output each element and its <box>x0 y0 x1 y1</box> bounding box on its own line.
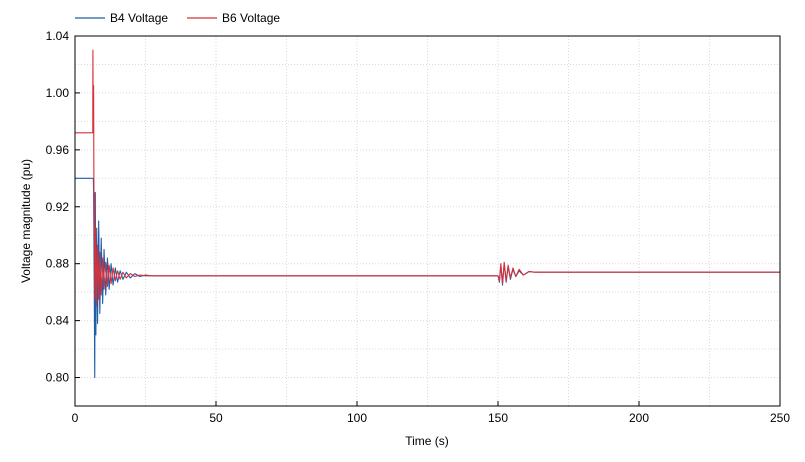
x-tick-label: 0 <box>72 411 79 425</box>
x-tick-label: 150 <box>488 411 508 425</box>
x-tick-label: 200 <box>629 411 649 425</box>
y-tick-label: 0.88 <box>46 257 70 271</box>
x-tick-label: 250 <box>770 411 790 425</box>
x-tick-label: 100 <box>347 411 367 425</box>
y-tick-label: 0.92 <box>46 200 70 214</box>
grid-lines <box>74 35 781 407</box>
series-line-1 <box>75 177 780 379</box>
legend-label-2: B6 Voltage <box>222 11 280 25</box>
y-tick-label: 0.80 <box>46 371 70 385</box>
y-tick-label: 1.00 <box>46 86 70 100</box>
y-tick-label: 0.96 <box>46 143 70 157</box>
plot-frame <box>74 35 781 407</box>
legend-label-1: B4 Voltage <box>110 11 168 25</box>
x-tick-label: 50 <box>209 411 223 425</box>
y-axis-label: Voltage magnitude (pu) <box>19 159 33 283</box>
y-tick-label: 1.04 <box>46 29 70 43</box>
series-line-2 <box>75 49 780 307</box>
series-lines <box>75 49 780 379</box>
y-tick-label: 0.84 <box>46 314 70 328</box>
axis-ticks: 0 50 100 150 200 250 0.80 0.84 0.88 0.92 0.96 1.00 1… <box>46 29 791 425</box>
x-axis-label: Time (s) <box>405 434 449 448</box>
legend: B4 Voltage B6 Voltage <box>75 11 280 25</box>
